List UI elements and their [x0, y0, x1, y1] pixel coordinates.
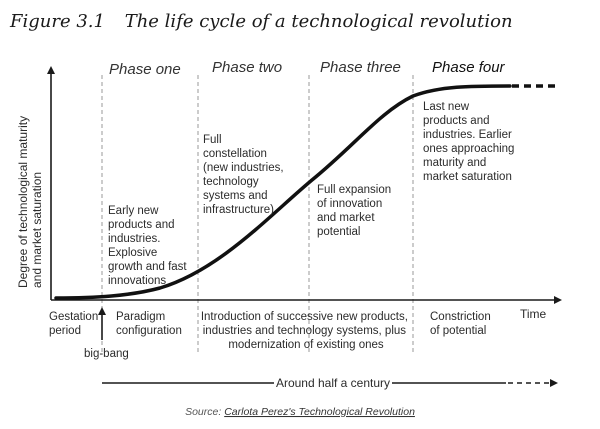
paradigm-label-line: configuration — [116, 325, 182, 337]
introduction-label: Introduction of successive new products,… — [201, 311, 411, 351]
time-span-label: Around half a century — [276, 376, 390, 390]
gestation-label-line: period — [49, 325, 81, 337]
phase-three-note-line: Full expansion — [317, 184, 391, 196]
phase-four-note-line: ones approaching — [423, 143, 514, 155]
phase-one-note-line: industries. — [108, 233, 160, 245]
phase-one-notes: Early new products and industries. Explo… — [108, 205, 190, 287]
figure-title: Figure 3.1 The life cycle of a technolog… — [9, 11, 513, 32]
source-link[interactable]: Carlota Perez's Technological Revolution — [224, 406, 415, 418]
phase-two-note-line: Full — [203, 134, 222, 146]
y-axis-label-line-2: and market saturation — [30, 172, 44, 288]
gestation-label-line: Gestation — [49, 311, 98, 323]
gestation-label: Gestation period — [49, 311, 101, 337]
introduction-label-line: modernization of existing ones — [228, 339, 384, 351]
paradigm-label-line: Paradigm — [116, 311, 165, 323]
phase-one-note-line: Early new — [108, 205, 159, 217]
phase-four-note-line: maturity and — [423, 157, 486, 169]
source-caption: Source: Carlota Perez's Technological Re… — [185, 406, 415, 418]
y-axis-label: Degree of technological maturity and mar… — [16, 113, 44, 288]
phase-two-note-line: systems and — [203, 190, 268, 202]
phase-four-notes: Last new products and industries. Earlie… — [423, 101, 518, 183]
phase-two-note-line: (new industries, — [203, 162, 284, 174]
phase-one-note-line: growth and fast — [108, 261, 187, 273]
introduction-label-line: Introduction of successive new products, — [201, 311, 408, 323]
phase-label-four: Phase four — [432, 59, 506, 76]
phase-two-notes: Full constellation (new industries, tech… — [203, 134, 287, 216]
constriction-label-line: of potential — [430, 325, 486, 337]
phase-three-notes: Full expansion of innovation and market … — [317, 184, 394, 238]
phase-four-note-line: products and — [423, 115, 490, 127]
phase-one-note-line: products and — [108, 219, 175, 231]
big-bang-label: big-bang — [84, 348, 129, 360]
phase-two-note-line: constellation — [203, 148, 267, 160]
phase-two-note-line: infrastructure) — [203, 204, 274, 216]
life-cycle-curve — [54, 84, 512, 300]
paradigm-label: Paradigm configuration — [116, 311, 182, 337]
figure-number: Figure 3.1 — [9, 11, 105, 32]
constriction-label-line: Constriction — [430, 311, 491, 323]
phase-three-note-line: of innovation — [317, 198, 382, 210]
phase-three-note-line: and market — [317, 212, 375, 224]
phase-label-two: Phase two — [212, 59, 282, 76]
phase-label-three: Phase three — [320, 59, 401, 76]
phase-four-note-line: Last new — [423, 101, 470, 113]
introduction-label-line: industries and technology systems, plus — [203, 325, 407, 337]
phase-four-note-line: market saturation — [423, 171, 512, 183]
phase-three-note-line: potential — [317, 226, 360, 238]
figure-title-text: The life cycle of a technological revolu… — [125, 11, 513, 32]
source-prefix: Source: — [185, 406, 224, 418]
constriction-label: Constriction of potential — [430, 311, 494, 337]
phase-four-note-line: industries. Earlier — [423, 129, 512, 141]
x-axis-label: Time — [520, 307, 547, 321]
phase-label-one: Phase one — [109, 61, 181, 78]
y-axis-label-line-1: Degree of technological maturity — [16, 116, 30, 288]
phase-two-note-line: technology — [203, 176, 259, 188]
phase-one-note-line: Explosive — [108, 247, 157, 259]
phase-one-note-line: innovations — [108, 275, 166, 287]
